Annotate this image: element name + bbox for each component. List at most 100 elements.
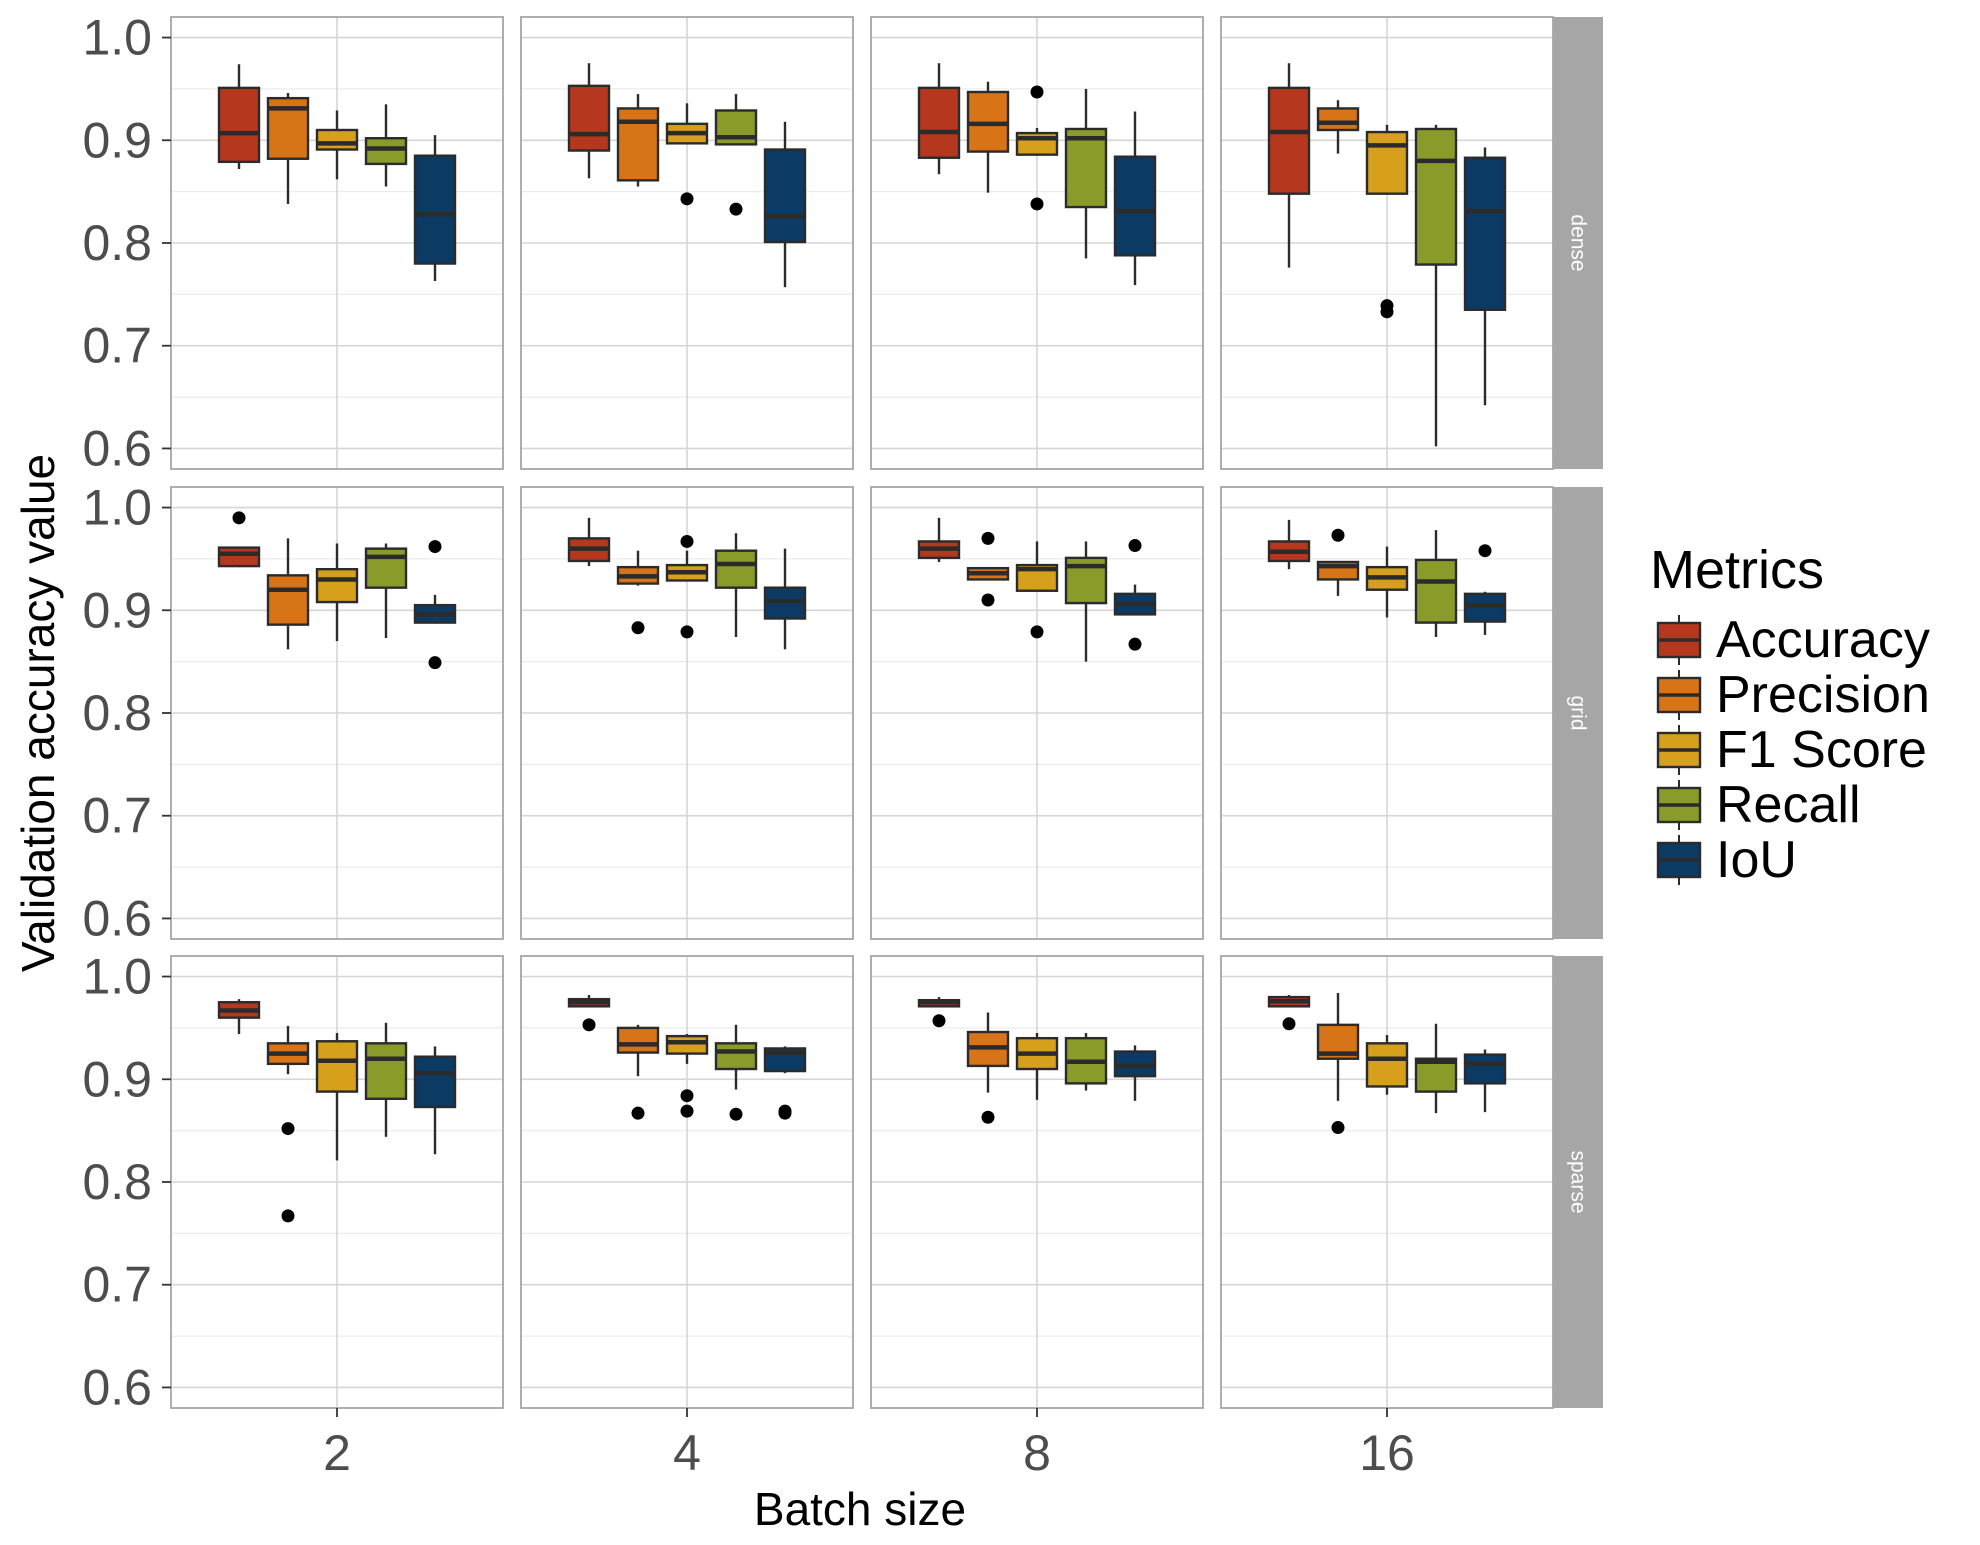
outlier-point xyxy=(1282,1017,1296,1031)
outlier-point xyxy=(1331,1121,1345,1135)
facet-label-grid: grid xyxy=(1567,695,1590,730)
box-accuracy xyxy=(217,86,261,164)
y-tick-label: 1.0 xyxy=(82,10,152,66)
box-accuracy xyxy=(217,546,261,568)
legend-label-recall: Recall xyxy=(1716,776,1861,834)
box-recall xyxy=(1414,1057,1458,1093)
box-precision xyxy=(266,574,310,626)
facet-strip xyxy=(1553,17,1603,469)
box-recall xyxy=(364,1042,408,1100)
facet-label-sparse: sparse xyxy=(1567,1150,1590,1213)
box-f1-score xyxy=(315,567,359,604)
x-tick-label: 8 xyxy=(1023,1425,1051,1481)
box-iou xyxy=(413,1055,457,1109)
outlier-point xyxy=(1380,305,1394,319)
panel-border xyxy=(870,16,1204,470)
outlier-point xyxy=(631,1106,645,1120)
outlier-point xyxy=(1128,539,1142,553)
y-tick-label: 0.9 xyxy=(82,582,152,638)
box-recall xyxy=(1414,127,1458,266)
outlier-point xyxy=(281,1209,295,1223)
outlier-point xyxy=(981,531,995,545)
outlier-point xyxy=(680,1104,694,1118)
box-f1-score xyxy=(315,128,359,151)
box-f1-score xyxy=(1365,130,1409,195)
box-iou xyxy=(1113,155,1157,257)
y-tick-label: 0.6 xyxy=(82,890,152,946)
outlier-point xyxy=(1030,197,1044,211)
x-axis-title: Batch size xyxy=(754,1483,966,1535)
box-iou xyxy=(413,154,457,265)
outlier-point xyxy=(680,625,694,639)
y-tick-label: 0.6 xyxy=(82,420,152,476)
facet-strip xyxy=(1553,956,1603,1408)
x-tick-label: 4 xyxy=(673,1425,701,1481)
y-tick-label: 1.0 xyxy=(82,480,152,536)
outlier-point xyxy=(1331,528,1345,542)
box-accuracy xyxy=(917,86,961,159)
y-tick-label: 0.7 xyxy=(82,1257,152,1313)
outlier-point xyxy=(582,1018,596,1032)
box-f1-score xyxy=(1365,1042,1409,1088)
outlier-point xyxy=(778,1106,792,1120)
box-precision xyxy=(616,107,660,182)
outlier-point xyxy=(680,534,694,548)
outlier-point xyxy=(281,1122,295,1136)
outlier-point xyxy=(428,656,442,670)
outlier-point xyxy=(680,1089,694,1103)
y-tick-label: 0.9 xyxy=(82,112,152,168)
y-tick-label: 0.7 xyxy=(82,788,152,844)
y-tick-label: 0.8 xyxy=(82,685,152,741)
box-precision xyxy=(616,1026,660,1054)
outlier-point xyxy=(232,511,246,525)
outlier-point xyxy=(1478,544,1492,558)
outlier-point xyxy=(981,593,995,607)
box-iou xyxy=(1463,592,1507,623)
y-tick-label: 1.0 xyxy=(82,949,152,1005)
box-f1-score xyxy=(665,1034,709,1055)
legend-title: Metrics xyxy=(1650,540,1824,600)
facet-label-dense: dense xyxy=(1567,214,1590,271)
panel-border xyxy=(520,16,854,470)
box-iou xyxy=(1463,156,1507,311)
outlier-point xyxy=(428,540,442,554)
outlier-point xyxy=(932,1014,946,1028)
outlier-point xyxy=(680,192,694,206)
panel-border xyxy=(520,486,854,940)
x-tick-label: 2 xyxy=(323,1425,351,1481)
outlier-point xyxy=(981,1110,995,1124)
y-tick-label: 0.8 xyxy=(82,1154,152,1210)
box-recall xyxy=(1064,127,1108,209)
box-recall xyxy=(364,547,408,589)
box-precision xyxy=(1316,107,1360,132)
y-tick-label: 0.7 xyxy=(82,318,152,374)
x-tick-label: 16 xyxy=(1359,1425,1415,1481)
outlier-point xyxy=(1030,85,1044,99)
panel-border xyxy=(870,486,1204,940)
y-tick-label: 0.6 xyxy=(82,1359,152,1415)
y-tick-label: 0.8 xyxy=(82,215,152,271)
legend-label-precision: Precision xyxy=(1716,666,1930,724)
outlier-point xyxy=(729,202,743,216)
outlier-point xyxy=(631,621,645,635)
box-iou xyxy=(1463,1053,1507,1085)
outlier-point xyxy=(1030,625,1044,639)
box-accuracy xyxy=(1267,86,1311,195)
legend-label-f1-score: F1 Score xyxy=(1716,721,1927,779)
legend-label-iou: IoU xyxy=(1716,831,1797,889)
box-f1-score xyxy=(315,1040,359,1093)
outlier-point xyxy=(729,1107,743,1121)
y-tick-label: 0.9 xyxy=(82,1051,152,1107)
box-iou xyxy=(763,148,807,244)
outlier-point xyxy=(1128,637,1142,651)
box-recall xyxy=(364,137,408,166)
y-axis-title: Validation accuracy value xyxy=(12,454,64,972)
box-recall xyxy=(714,1042,758,1071)
box-recall xyxy=(714,549,758,589)
legend-label-accuracy: Accuracy xyxy=(1716,611,1930,669)
box-recall xyxy=(1414,558,1458,624)
box-accuracy xyxy=(567,84,611,152)
facet-strip xyxy=(1553,487,1603,939)
